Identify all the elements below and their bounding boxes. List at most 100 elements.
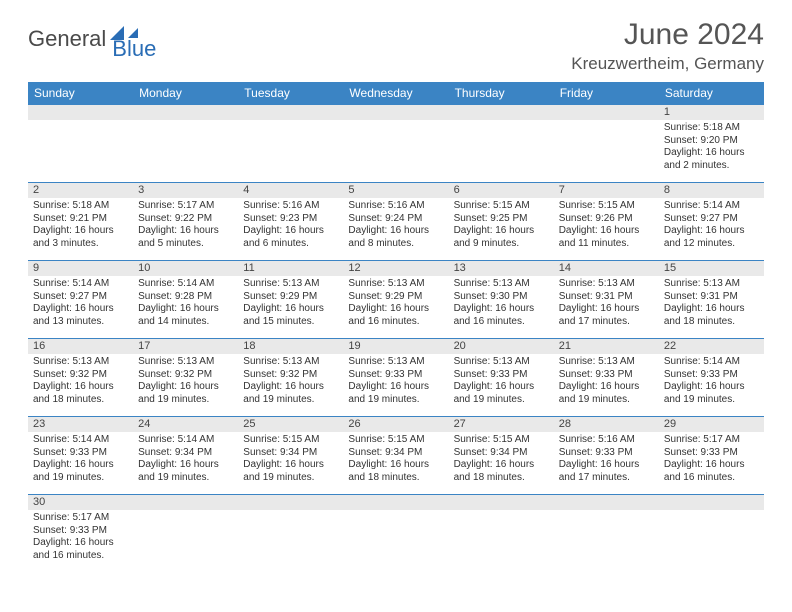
calendar-day-cell: 18Sunrise: 5:13 AMSunset: 9:32 PMDayligh… (238, 339, 343, 417)
day-number: 11 (238, 261, 343, 276)
weekday-header: Saturday (659, 82, 764, 105)
daylight-line: Daylight: 16 hours and 18 minutes. (33, 381, 128, 406)
daylight-line: Daylight: 16 hours and 19 minutes. (348, 381, 443, 406)
daylight-line: Daylight: 16 hours and 19 minutes. (138, 459, 233, 484)
sunset-line: Sunset: 9:27 PM (33, 291, 128, 304)
day-number: 1 (659, 105, 764, 120)
day-number: 4 (238, 183, 343, 198)
daylight-line: Daylight: 16 hours and 19 minutes. (664, 381, 759, 406)
calendar-empty-cell (238, 105, 343, 183)
calendar-day-cell: 23Sunrise: 5:14 AMSunset: 9:33 PMDayligh… (28, 417, 133, 495)
day-number: 16 (28, 339, 133, 354)
weekday-header: Sunday (28, 82, 133, 105)
sunset-line: Sunset: 9:20 PM (664, 135, 759, 148)
day-details: Sunrise: 5:14 AMSunset: 9:33 PMDaylight:… (659, 354, 764, 409)
calendar-day-cell: 22Sunrise: 5:14 AMSunset: 9:33 PMDayligh… (659, 339, 764, 417)
day-details: Sunrise: 5:13 AMSunset: 9:29 PMDaylight:… (238, 276, 343, 331)
weekday-header: Wednesday (343, 82, 448, 105)
sunset-line: Sunset: 9:31 PM (559, 291, 654, 304)
calendar-day-cell: 6Sunrise: 5:15 AMSunset: 9:25 PMDaylight… (449, 183, 554, 261)
day-number: 30 (28, 495, 133, 510)
daylight-line: Daylight: 16 hours and 18 minutes. (348, 459, 443, 484)
day-number: 2 (28, 183, 133, 198)
daylight-line: Daylight: 16 hours and 9 minutes. (454, 225, 549, 250)
day-details: Sunrise: 5:15 AMSunset: 9:34 PMDaylight:… (238, 432, 343, 487)
calendar-day-cell: 16Sunrise: 5:13 AMSunset: 9:32 PMDayligh… (28, 339, 133, 417)
calendar-head: SundayMondayTuesdayWednesdayThursdayFrid… (28, 82, 764, 105)
sunset-line: Sunset: 9:28 PM (138, 291, 233, 304)
day-number: 15 (659, 261, 764, 276)
calendar-empty-cell (554, 495, 659, 577)
daylight-line: Daylight: 16 hours and 12 minutes. (664, 225, 759, 250)
sunrise-line: Sunrise: 5:13 AM (454, 356, 549, 369)
day-number (449, 495, 554, 510)
daylight-line: Daylight: 16 hours and 2 minutes. (664, 147, 759, 172)
day-number: 19 (343, 339, 448, 354)
calendar-empty-cell (343, 495, 448, 577)
day-details: Sunrise: 5:13 AMSunset: 9:32 PMDaylight:… (238, 354, 343, 409)
calendar-day-cell: 25Sunrise: 5:15 AMSunset: 9:34 PMDayligh… (238, 417, 343, 495)
day-number: 18 (238, 339, 343, 354)
day-number (554, 105, 659, 120)
daylight-line: Daylight: 16 hours and 19 minutes. (454, 381, 549, 406)
day-details: Sunrise: 5:16 AMSunset: 9:23 PMDaylight:… (238, 198, 343, 253)
calendar-day-cell: 29Sunrise: 5:17 AMSunset: 9:33 PMDayligh… (659, 417, 764, 495)
sunrise-line: Sunrise: 5:13 AM (454, 278, 549, 291)
daylight-line: Daylight: 16 hours and 17 minutes. (559, 303, 654, 328)
sunset-line: Sunset: 9:32 PM (243, 369, 338, 382)
daylight-line: Daylight: 16 hours and 16 minutes. (454, 303, 549, 328)
sunset-line: Sunset: 9:29 PM (243, 291, 338, 304)
day-details: Sunrise: 5:18 AMSunset: 9:20 PMDaylight:… (659, 120, 764, 175)
daylight-line: Daylight: 16 hours and 16 minutes. (664, 459, 759, 484)
day-number: 27 (449, 417, 554, 432)
day-number (659, 495, 764, 510)
daylight-line: Daylight: 16 hours and 18 minutes. (664, 303, 759, 328)
calendar-day-cell: 26Sunrise: 5:15 AMSunset: 9:34 PMDayligh… (343, 417, 448, 495)
calendar-day-cell: 3Sunrise: 5:17 AMSunset: 9:22 PMDaylight… (133, 183, 238, 261)
sunrise-line: Sunrise: 5:13 AM (559, 356, 654, 369)
calendar-page: General Blue June 2024 Kreuzwertheim, Ge… (0, 0, 792, 595)
sunrise-line: Sunrise: 5:17 AM (33, 512, 128, 525)
sunrise-line: Sunrise: 5:17 AM (138, 200, 233, 213)
sunrise-line: Sunrise: 5:18 AM (664, 122, 759, 135)
day-details: Sunrise: 5:15 AMSunset: 9:25 PMDaylight:… (449, 198, 554, 253)
day-number: 14 (554, 261, 659, 276)
daylight-line: Daylight: 16 hours and 6 minutes. (243, 225, 338, 250)
day-number (343, 495, 448, 510)
calendar-empty-cell (28, 105, 133, 183)
sunset-line: Sunset: 9:33 PM (664, 369, 759, 382)
daylight-line: Daylight: 16 hours and 11 minutes. (559, 225, 654, 250)
calendar-day-cell: 30Sunrise: 5:17 AMSunset: 9:33 PMDayligh… (28, 495, 133, 577)
calendar-empty-cell (449, 495, 554, 577)
sunrise-line: Sunrise: 5:15 AM (559, 200, 654, 213)
calendar-day-cell: 7Sunrise: 5:15 AMSunset: 9:26 PMDaylight… (554, 183, 659, 261)
calendar-empty-cell (554, 105, 659, 183)
calendar-day-cell: 11Sunrise: 5:13 AMSunset: 9:29 PMDayligh… (238, 261, 343, 339)
calendar-day-cell: 28Sunrise: 5:16 AMSunset: 9:33 PMDayligh… (554, 417, 659, 495)
weekday-header: Monday (133, 82, 238, 105)
weekday-header: Tuesday (238, 82, 343, 105)
sunset-line: Sunset: 9:33 PM (559, 369, 654, 382)
calendar-day-cell: 20Sunrise: 5:13 AMSunset: 9:33 PMDayligh… (449, 339, 554, 417)
sunset-line: Sunset: 9:24 PM (348, 213, 443, 226)
sunrise-line: Sunrise: 5:13 AM (243, 278, 338, 291)
sunset-line: Sunset: 9:27 PM (664, 213, 759, 226)
day-number: 28 (554, 417, 659, 432)
logo: General Blue (28, 26, 184, 52)
sunrise-line: Sunrise: 5:14 AM (33, 434, 128, 447)
day-details: Sunrise: 5:14 AMSunset: 9:27 PMDaylight:… (28, 276, 133, 331)
day-details: Sunrise: 5:13 AMSunset: 9:33 PMDaylight:… (554, 354, 659, 409)
calendar-empty-cell (133, 105, 238, 183)
day-details: Sunrise: 5:14 AMSunset: 9:33 PMDaylight:… (28, 432, 133, 487)
daylight-line: Daylight: 16 hours and 15 minutes. (243, 303, 338, 328)
day-number (133, 495, 238, 510)
calendar-day-cell: 12Sunrise: 5:13 AMSunset: 9:29 PMDayligh… (343, 261, 448, 339)
daylight-line: Daylight: 16 hours and 14 minutes. (138, 303, 233, 328)
sunset-line: Sunset: 9:33 PM (664, 447, 759, 460)
sunset-line: Sunset: 9:33 PM (559, 447, 654, 460)
sunrise-line: Sunrise: 5:14 AM (664, 200, 759, 213)
calendar-day-cell: 2Sunrise: 5:18 AMSunset: 9:21 PMDaylight… (28, 183, 133, 261)
calendar-day-cell: 17Sunrise: 5:13 AMSunset: 9:32 PMDayligh… (133, 339, 238, 417)
daylight-line: Daylight: 16 hours and 18 minutes. (454, 459, 549, 484)
calendar-day-cell: 19Sunrise: 5:13 AMSunset: 9:33 PMDayligh… (343, 339, 448, 417)
